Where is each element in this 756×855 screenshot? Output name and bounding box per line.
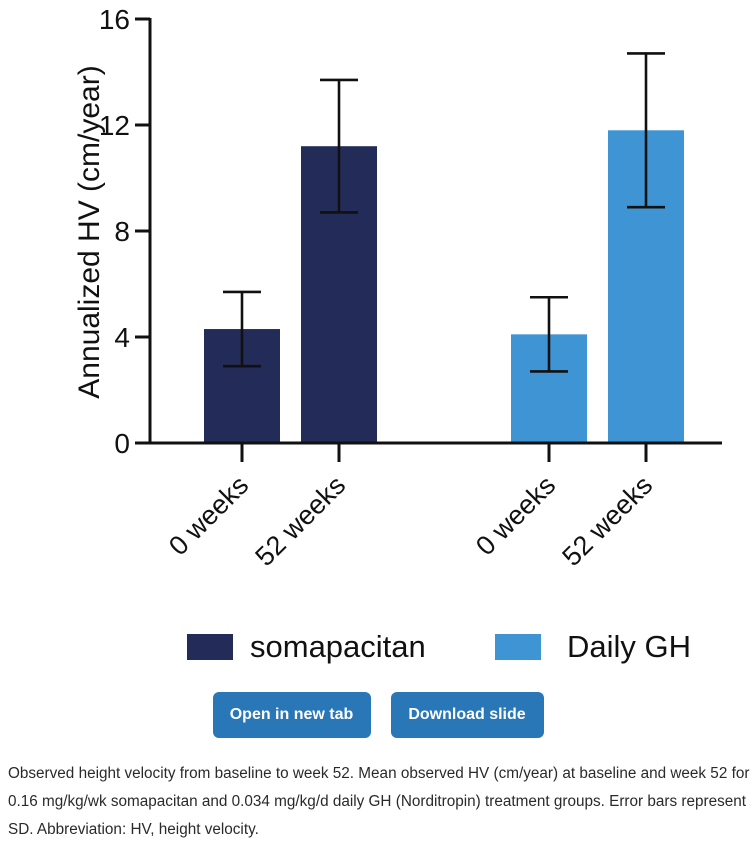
legend-swatch xyxy=(187,634,233,660)
y-tick-label: 4 xyxy=(114,322,130,353)
y-tick-label: 12 xyxy=(99,110,130,141)
x-tick-label: 0 weeks xyxy=(470,470,561,561)
x-tick-label: 52 weeks xyxy=(249,470,351,572)
axes-layer xyxy=(135,17,722,462)
legend-swatch xyxy=(495,634,541,660)
legend-label: Daily GH xyxy=(567,629,691,664)
error-bar-1-1 xyxy=(223,290,261,368)
error-bar-2-2 xyxy=(627,52,665,209)
legend: somapacitan Daily GH xyxy=(187,629,691,664)
error-bar-2-1 xyxy=(530,295,568,373)
y-axis-title: Annualized HV (cm/year) xyxy=(73,65,106,398)
download-slide-button[interactable]: Download slide xyxy=(390,692,544,738)
bars-layer xyxy=(204,130,684,444)
y-tick-label: 16 xyxy=(99,4,130,35)
error-bar-1-2 xyxy=(320,78,358,214)
figure-caption: Observed height velocity from baseline t… xyxy=(8,765,750,838)
error-bars-layer xyxy=(223,52,665,373)
y-tick-label: 0 xyxy=(114,428,130,459)
legend-label: somapacitan xyxy=(250,629,426,664)
legend-item-2: Daily GH xyxy=(495,629,691,664)
x-tick-label: 0 weeks xyxy=(163,470,254,561)
legend-item-1: somapacitan xyxy=(187,629,426,664)
y-tick-label: 8 xyxy=(114,216,130,247)
x-tick-label: 52 weeks xyxy=(556,470,658,572)
button-row: Open in new tab Download slide xyxy=(0,692,756,738)
open-in-new-tab-button[interactable]: Open in new tab xyxy=(212,692,371,738)
